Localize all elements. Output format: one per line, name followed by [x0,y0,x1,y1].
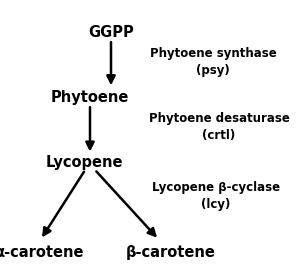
Text: Phytoene: Phytoene [51,90,129,105]
Text: Phytoene desaturase
(crtl): Phytoene desaturase (crtl) [148,112,290,142]
Text: GGPP: GGPP [88,25,134,40]
Text: Lycopene β-cyclase
(lcy): Lycopene β-cyclase (lcy) [152,182,280,211]
Text: α-carotene: α-carotene [0,244,84,260]
Text: β-carotene: β-carotene [126,244,216,260]
Text: Lycopene: Lycopene [45,155,123,170]
Text: Phytoene synthase
(psy): Phytoene synthase (psy) [150,47,276,77]
